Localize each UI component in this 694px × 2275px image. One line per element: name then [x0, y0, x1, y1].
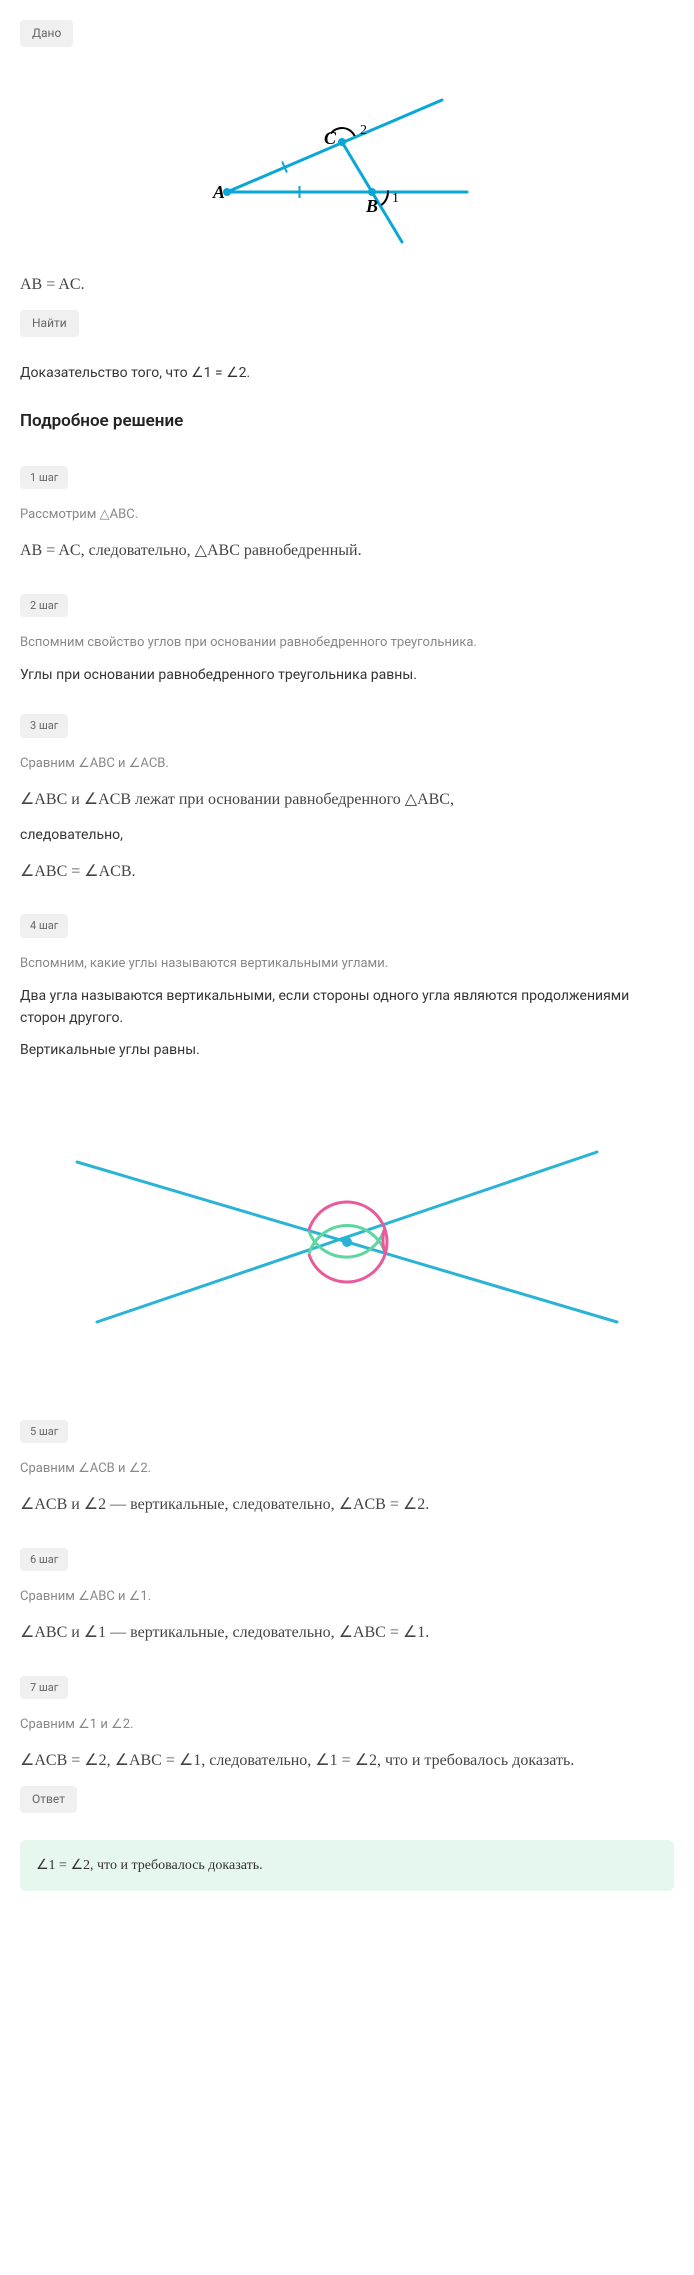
tag-answer: Ответ — [20, 1786, 77, 1813]
step3-line2: следовательно, — [20, 824, 674, 846]
step2-line: Углы при основании равнобедренного треуг… — [20, 664, 674, 686]
step4-line1: Два угла называются вертикальными, если … — [20, 985, 674, 1030]
step4-note: Вспомним, какие углы называются вертикал… — [20, 954, 674, 975]
tag-given: Дано — [20, 20, 73, 47]
step4-line2: Вертикальные углы равны. — [20, 1039, 674, 1061]
answer-text: ∠1 = ∠2, что и требовалось доказать. — [36, 1858, 263, 1873]
step2-note: Вспомним свойство углов при основании ра… — [20, 633, 674, 654]
find-text: Доказательство того, что ∠1 = ∠2. — [20, 362, 674, 384]
svg-text:1: 1 — [392, 191, 399, 206]
svg-text:B: B — [365, 196, 378, 216]
step-tag-7: 7 шаг — [20, 1676, 68, 1700]
step3-eq: ∠ABC = ∠ACB. — [20, 859, 674, 885]
step-tag-5: 5 шаг — [20, 1420, 68, 1444]
step3-note: Сравним ∠ABC и ∠ACB. — [20, 754, 674, 775]
step5-note: Сравним ∠ACB и ∠2. — [20, 1459, 674, 1480]
svg-text:A: A — [212, 182, 225, 202]
step-tag-1: 1 шаг — [20, 466, 68, 490]
step-tag-3: 3 шаг — [20, 714, 68, 738]
tag-find: Найти — [20, 310, 79, 337]
figure-vertical-angles — [20, 1082, 674, 1382]
step-tag-6: 6 шаг — [20, 1548, 68, 1572]
step7-note: Сравним ∠1 и ∠2. — [20, 1715, 674, 1736]
given-eq: AB = AC. — [20, 272, 674, 298]
step-tag-4: 4 шаг — [20, 914, 68, 938]
svg-text:C: C — [324, 128, 337, 148]
step3-line1: ∠ABC и ∠ACB лежат при основании равнобед… — [20, 787, 674, 813]
step6-note: Сравним ∠ABC и ∠1. — [20, 1587, 674, 1608]
step-tag-2: 2 шаг — [20, 594, 68, 618]
answer-box: ∠1 = ∠2, что и требовалось доказать. — [20, 1840, 674, 1891]
step7-line: ∠ACB = ∠2, ∠ABC = ∠1, следовательно, ∠1 … — [20, 1748, 674, 1774]
step1-note: Рассмотрим △ABC. — [20, 505, 674, 526]
step1-line: AB = AC, следовательно, △ABC равнобедрен… — [20, 538, 674, 564]
solution-heading: Подробное решение — [20, 408, 674, 435]
svg-text:2: 2 — [360, 123, 367, 138]
figure-triangle: A B C 1 2 — [20, 82, 674, 252]
step5-line: ∠ACB и ∠2 — вертикальные, следовательно,… — [20, 1492, 674, 1518]
step6-line: ∠ABC и ∠1 — вертикальные, следовательно,… — [20, 1620, 674, 1646]
